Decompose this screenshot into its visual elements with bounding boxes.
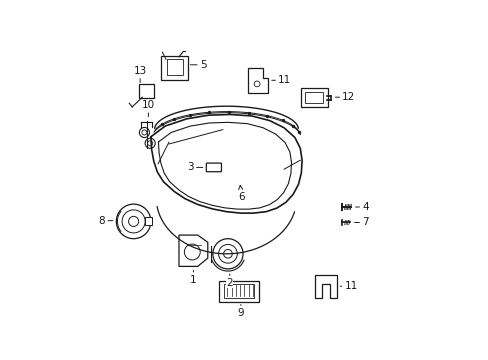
Text: 3: 3 [187, 162, 203, 172]
Circle shape [184, 244, 200, 260]
Circle shape [218, 244, 237, 263]
Text: 7: 7 [354, 217, 368, 228]
Text: 8: 8 [99, 216, 113, 226]
Circle shape [147, 141, 152, 146]
Text: 12: 12 [335, 92, 355, 102]
Polygon shape [247, 68, 267, 93]
FancyBboxPatch shape [161, 56, 187, 80]
Text: 13: 13 [133, 66, 146, 82]
Text: 10: 10 [142, 100, 155, 117]
Circle shape [223, 249, 232, 258]
Text: 4: 4 [355, 202, 368, 212]
FancyBboxPatch shape [139, 84, 153, 98]
Text: 2: 2 [226, 274, 233, 288]
FancyBboxPatch shape [224, 284, 254, 298]
Text: 9: 9 [237, 305, 244, 318]
FancyBboxPatch shape [300, 88, 327, 107]
FancyBboxPatch shape [167, 59, 183, 75]
FancyBboxPatch shape [206, 163, 221, 172]
FancyBboxPatch shape [305, 92, 323, 103]
FancyBboxPatch shape [144, 217, 152, 225]
Circle shape [145, 138, 155, 148]
FancyBboxPatch shape [219, 281, 258, 302]
Polygon shape [179, 235, 207, 266]
Circle shape [122, 210, 145, 233]
Text: 1: 1 [190, 270, 196, 285]
Circle shape [128, 216, 139, 226]
Circle shape [116, 204, 151, 239]
Circle shape [212, 239, 243, 269]
Text: 11: 11 [271, 75, 291, 85]
Text: 6: 6 [238, 185, 244, 202]
Circle shape [254, 81, 260, 87]
Circle shape [142, 130, 146, 135]
Text: 5: 5 [190, 60, 206, 70]
Circle shape [139, 127, 149, 138]
Text: 11: 11 [340, 281, 357, 291]
Polygon shape [314, 275, 336, 298]
